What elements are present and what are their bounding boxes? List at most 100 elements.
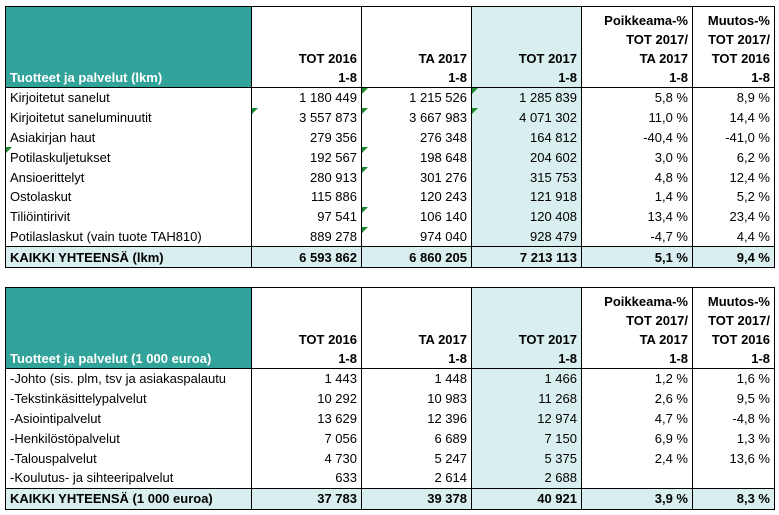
cell-ta2017[interactable]: 120 243	[361, 186, 472, 207]
total-tot2016[interactable]: 6 593 862	[251, 246, 362, 269]
cell-ta2017[interactable]: 3 667 983	[361, 107, 472, 128]
cell-tot2016[interactable]: 633	[251, 467, 362, 489]
cell-ta2017[interactable]: 198 648	[361, 147, 472, 168]
cell-tot2016[interactable]: 192 567	[251, 147, 362, 168]
cell-tot2017[interactable]: 204 602	[471, 147, 582, 168]
cell-tot2017[interactable]: 928 479	[471, 226, 582, 247]
cell-deviation[interactable]: 1,4 %	[581, 186, 693, 207]
total-tot2016[interactable]: 37 783	[251, 487, 362, 510]
cell-ta2017[interactable]: 12 396	[361, 408, 472, 429]
cell-tot2017[interactable]: 1 285 839	[471, 87, 582, 108]
total-tot2017[interactable]: 7 213 113	[471, 246, 582, 269]
cell-tot2017[interactable]: 120 408	[471, 206, 582, 227]
cell-deviation[interactable]: -40,4 %	[581, 127, 693, 148]
row-label[interactable]: -Tekstinkäsittelypalvelut	[5, 388, 252, 409]
col-header-deviation[interactable]: Poikkeama-% TOT 2017/TA 2017 1-8	[581, 6, 693, 88]
cell-ta2017[interactable]: 6 689	[361, 428, 472, 449]
cell-deviation[interactable]: 2,4 %	[581, 448, 693, 468]
total-deviation[interactable]: 3,9 %	[581, 487, 693, 510]
row-label[interactable]: Tiliöintirivit	[5, 206, 252, 227]
cell-ta2017[interactable]: 974 040	[361, 226, 472, 247]
cell-tot2017[interactable]: 164 812	[471, 127, 582, 148]
cell-deviation[interactable]: 13,4 %	[581, 206, 693, 227]
cell-ta2017[interactable]: 2 614	[361, 467, 472, 489]
cell-change[interactable]: 9,5 %	[692, 388, 775, 409]
row-label[interactable]: Potilaskuljetukset	[5, 147, 252, 168]
total-label[interactable]: KAIKKI YHTEENSÄ (lkm)	[5, 246, 252, 269]
cell-ta2017[interactable]: 276 348	[361, 127, 472, 148]
cell-ta2017[interactable]: 5 247	[361, 448, 472, 468]
row-label[interactable]: -Asiointipalvelut	[5, 408, 252, 429]
total-change[interactable]: 9,4 %	[692, 246, 775, 269]
col-header-tot2016[interactable]: TOT 2016 1-8	[251, 287, 362, 369]
col-header-change[interactable]: Muutos-% TOT 2017/TOT 2016 1-8	[692, 6, 775, 88]
cell-ta2017[interactable]: 301 276	[361, 167, 472, 187]
row-label[interactable]: Ansioerittelyt	[5, 167, 252, 187]
cell-tot2017[interactable]: 12 974	[471, 408, 582, 429]
total-label[interactable]: KAIKKI YHTEENSÄ (1 000 euroa)	[5, 487, 252, 510]
total-deviation[interactable]: 5,1 %	[581, 246, 693, 269]
cell-change[interactable]	[692, 467, 775, 489]
row-label[interactable]: -Koulutus- ja sihteeripalvelut	[5, 467, 252, 489]
cell-change[interactable]: 14,4 %	[692, 107, 775, 128]
cell-tot2016[interactable]: 13 629	[251, 408, 362, 429]
cell-deviation[interactable]: 6,9 %	[581, 428, 693, 449]
cell-tot2017[interactable]: 121 918	[471, 186, 582, 207]
cell-deviation[interactable]: 11,0 %	[581, 107, 693, 128]
cell-tot2016[interactable]: 97 541	[251, 206, 362, 227]
cell-tot2016[interactable]: 1 180 449	[251, 87, 362, 108]
col-header-ta2017[interactable]: TA 2017 1-8	[361, 287, 472, 369]
cell-tot2017[interactable]: 11 268	[471, 388, 582, 409]
col-header-tot2016[interactable]: TOT 2016 1-8	[251, 6, 362, 88]
cell-change[interactable]: 8,9 %	[692, 87, 775, 108]
col-header-deviation[interactable]: Poikkeama-% TOT 2017/TA 2017 1-8	[581, 287, 693, 369]
cell-deviation[interactable]: 1,2 %	[581, 368, 693, 389]
row-header-label[interactable]: Tuotteet ja palvelut (1 000 euroa)	[5, 287, 252, 369]
cell-deviation[interactable]: 4,7 %	[581, 408, 693, 429]
col-header-change[interactable]: Muutos-% TOT 2017/TOT 2016 1-8	[692, 287, 775, 369]
cell-deviation[interactable]: 4,8 %	[581, 167, 693, 187]
total-ta2017[interactable]: 39 378	[361, 487, 472, 510]
cell-deviation[interactable]: 3,0 %	[581, 147, 693, 168]
cell-change[interactable]: 12,4 %	[692, 167, 775, 187]
cell-deviation[interactable]: 2,6 %	[581, 388, 693, 409]
row-label[interactable]: Kirjoitetut sanelut	[5, 87, 252, 108]
row-label[interactable]: Potilaslaskut (vain tuote TAH810)	[5, 226, 252, 247]
cell-tot2017[interactable]: 5 375	[471, 448, 582, 468]
cell-tot2016[interactable]: 1 443	[251, 368, 362, 389]
cell-tot2017[interactable]: 1 466	[471, 368, 582, 389]
cell-tot2016[interactable]: 115 886	[251, 186, 362, 207]
total-tot2017[interactable]: 40 921	[471, 487, 582, 510]
cell-change[interactable]: 5,2 %	[692, 186, 775, 207]
cell-tot2017[interactable]: 315 753	[471, 167, 582, 187]
cell-change[interactable]: 13,6 %	[692, 448, 775, 468]
cell-change[interactable]: -4,8 %	[692, 408, 775, 429]
cell-tot2016[interactable]: 4 730	[251, 448, 362, 468]
cell-change[interactable]: 6,2 %	[692, 147, 775, 168]
row-label[interactable]: Kirjoitetut saneluminuutit	[5, 107, 252, 128]
cell-deviation[interactable]: -4,7 %	[581, 226, 693, 247]
cell-tot2016[interactable]: 280 913	[251, 167, 362, 187]
cell-deviation[interactable]	[581, 467, 693, 489]
cell-change[interactable]: -41,0 %	[692, 127, 775, 148]
cell-tot2016[interactable]: 7 056	[251, 428, 362, 449]
row-label[interactable]: -Johto (sis. plm, tsv ja asiakaspalautu	[5, 368, 252, 389]
col-header-ta2017[interactable]: TA 2017 1-8	[361, 6, 472, 88]
cell-tot2016[interactable]: 10 292	[251, 388, 362, 409]
total-ta2017[interactable]: 6 860 205	[361, 246, 472, 269]
cell-tot2017[interactable]: 4 071 302	[471, 107, 582, 128]
cell-change[interactable]: 23,4 %	[692, 206, 775, 227]
cell-change[interactable]: 1,3 %	[692, 428, 775, 449]
cell-tot2017[interactable]: 2 688	[471, 467, 582, 489]
cell-change[interactable]: 1,6 %	[692, 368, 775, 389]
cell-deviation[interactable]: 5,8 %	[581, 87, 693, 108]
row-label[interactable]: -Henkilöstöpalvelut	[5, 428, 252, 449]
cell-ta2017[interactable]: 1 215 526	[361, 87, 472, 108]
row-label[interactable]: -Talouspalvelut	[5, 448, 252, 468]
cell-change[interactable]: 4,4 %	[692, 226, 775, 247]
cell-ta2017[interactable]: 10 983	[361, 388, 472, 409]
total-change[interactable]: 8,3 %	[692, 487, 775, 510]
col-header-tot2017[interactable]: TOT 2017 1-8	[471, 287, 582, 369]
cell-tot2016[interactable]: 279 356	[251, 127, 362, 148]
row-header-label[interactable]: Tuotteet ja palvelut (lkm)	[5, 6, 252, 88]
